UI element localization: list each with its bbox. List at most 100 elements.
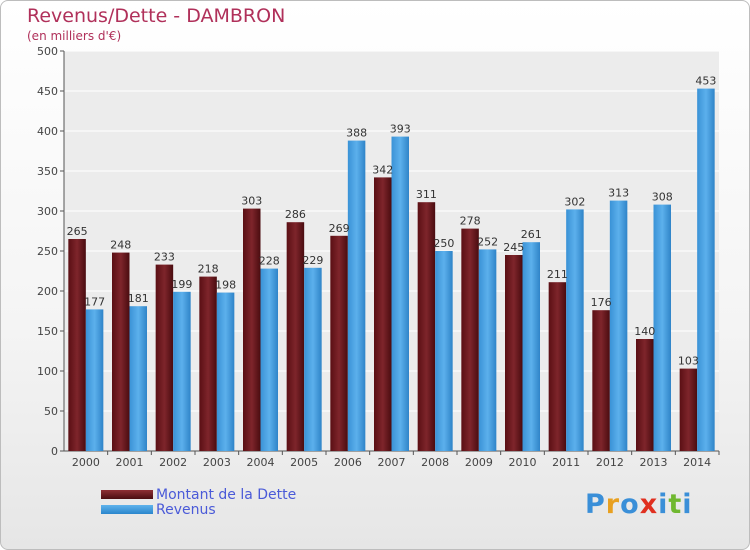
x-tick-label: 2014	[683, 456, 711, 469]
proxiti-logo: Proxiti	[585, 489, 693, 520]
data-label: 245	[503, 241, 524, 254]
legend-item-revenue: Revenus	[101, 502, 361, 518]
bar-revenue	[85, 309, 104, 451]
data-label: 269	[329, 222, 350, 235]
bar-revenue	[435, 251, 453, 451]
bar-debt	[68, 239, 86, 451]
data-label: 233	[154, 251, 175, 264]
legend-swatch-revenue	[101, 505, 153, 514]
chart-title: Revenus/Dette - DAMBRON	[27, 5, 286, 27]
data-label: 248	[110, 239, 131, 252]
x-tick-label: 2003	[203, 456, 231, 469]
bar-revenue	[609, 200, 628, 451]
y-tick-label: 0	[51, 445, 58, 458]
bars	[68, 88, 715, 451]
data-label: 228	[259, 255, 280, 268]
data-label: 103	[678, 355, 699, 368]
labels: 0 50 100 150 200 250 300 350 400 450 500 2000 265 177…	[37, 45, 716, 469]
y-tick-label: 450	[37, 85, 58, 98]
data-label: 393	[390, 123, 411, 136]
data-label: 177	[84, 295, 105, 308]
data-label: 311	[416, 188, 437, 201]
bar-debt	[243, 208, 261, 451]
bar-debt	[155, 264, 174, 451]
bar-revenue	[478, 249, 497, 451]
bar-debt	[330, 235, 348, 451]
x-tick-label: 2007	[378, 456, 406, 469]
data-label: 198	[215, 279, 236, 292]
x-tick-label: 2011	[552, 456, 580, 469]
x-tick-label: 2006	[334, 456, 362, 469]
logo-letter: i	[682, 489, 693, 520]
bar-debt	[505, 255, 523, 451]
logo-letter: t	[668, 489, 683, 520]
y-tick-label: 400	[37, 125, 58, 138]
data-label: 302	[564, 195, 585, 208]
data-label: 211	[547, 268, 568, 281]
logo-letter: i	[658, 489, 669, 520]
bar-debt	[199, 276, 217, 451]
bar-debt	[417, 202, 436, 451]
data-label: 303	[241, 195, 262, 208]
logo-letter: P	[585, 489, 606, 520]
y-tick-label: 150	[37, 325, 58, 338]
data-label: 218	[198, 263, 219, 276]
data-label: 252	[477, 235, 498, 248]
legend-label-revenue: Revenus	[156, 502, 216, 518]
bar-revenue	[129, 306, 147, 451]
data-label: 342	[372, 163, 393, 176]
bar-debt	[461, 228, 479, 451]
data-label: 265	[67, 225, 88, 238]
x-tick-label: 2009	[465, 456, 493, 469]
data-label: 453	[695, 75, 716, 88]
x-tick-label: 2008	[421, 456, 449, 469]
logo-letter: r	[605, 489, 621, 520]
bar-revenue	[391, 136, 409, 451]
bar-debt	[286, 222, 305, 451]
y-tick-label: 250	[37, 245, 58, 258]
legend-label-debt: Montant de la Dette	[156, 487, 297, 503]
data-label: 181	[128, 292, 149, 305]
data-label: 286	[285, 208, 306, 221]
bar-revenue	[697, 88, 715, 451]
data-label: 250	[433, 237, 454, 250]
x-tick-label: 2012	[596, 456, 624, 469]
bar-debt	[679, 368, 698, 451]
y-tick-label: 350	[37, 165, 58, 178]
x-tick-label: 2000	[72, 456, 100, 469]
y-tick-label: 100	[37, 365, 58, 378]
y-tick-label: 50	[44, 405, 58, 418]
bar-revenue	[347, 140, 366, 451]
data-label: 388	[346, 127, 367, 140]
bar-revenue	[173, 291, 191, 451]
x-tick-label: 2004	[247, 456, 275, 469]
y-tick-label: 500	[37, 45, 58, 58]
logo-letter: x	[639, 489, 659, 520]
data-label: 199	[171, 278, 192, 291]
data-label: 313	[608, 187, 629, 200]
bar-revenue	[216, 292, 235, 451]
x-tick-label: 2013	[640, 456, 668, 469]
data-label: 176	[591, 296, 612, 309]
data-label: 229	[302, 254, 323, 267]
bar-revenue	[304, 267, 322, 451]
bar-debt	[112, 252, 130, 451]
bar-debt	[636, 339, 654, 451]
bar-revenue	[522, 242, 540, 451]
y-tick-label: 300	[37, 205, 58, 218]
x-tick-label: 2002	[159, 456, 187, 469]
bar-debt	[374, 177, 392, 451]
bar-debt	[592, 310, 610, 451]
data-label: 140	[634, 325, 655, 338]
chart-subtitle: (en milliers d'€)	[27, 29, 122, 43]
legend: Montant de la Dette Revenus	[101, 487, 361, 518]
data-label: 278	[460, 215, 481, 228]
legend-item-debt: Montant de la Dette	[101, 487, 361, 503]
x-tick-label: 2010	[509, 456, 537, 469]
bar-revenue	[566, 209, 584, 451]
x-tick-label: 2001	[116, 456, 144, 469]
data-label: 261	[521, 228, 542, 241]
legend-swatch-debt	[101, 490, 153, 499]
bar-debt	[548, 282, 567, 451]
